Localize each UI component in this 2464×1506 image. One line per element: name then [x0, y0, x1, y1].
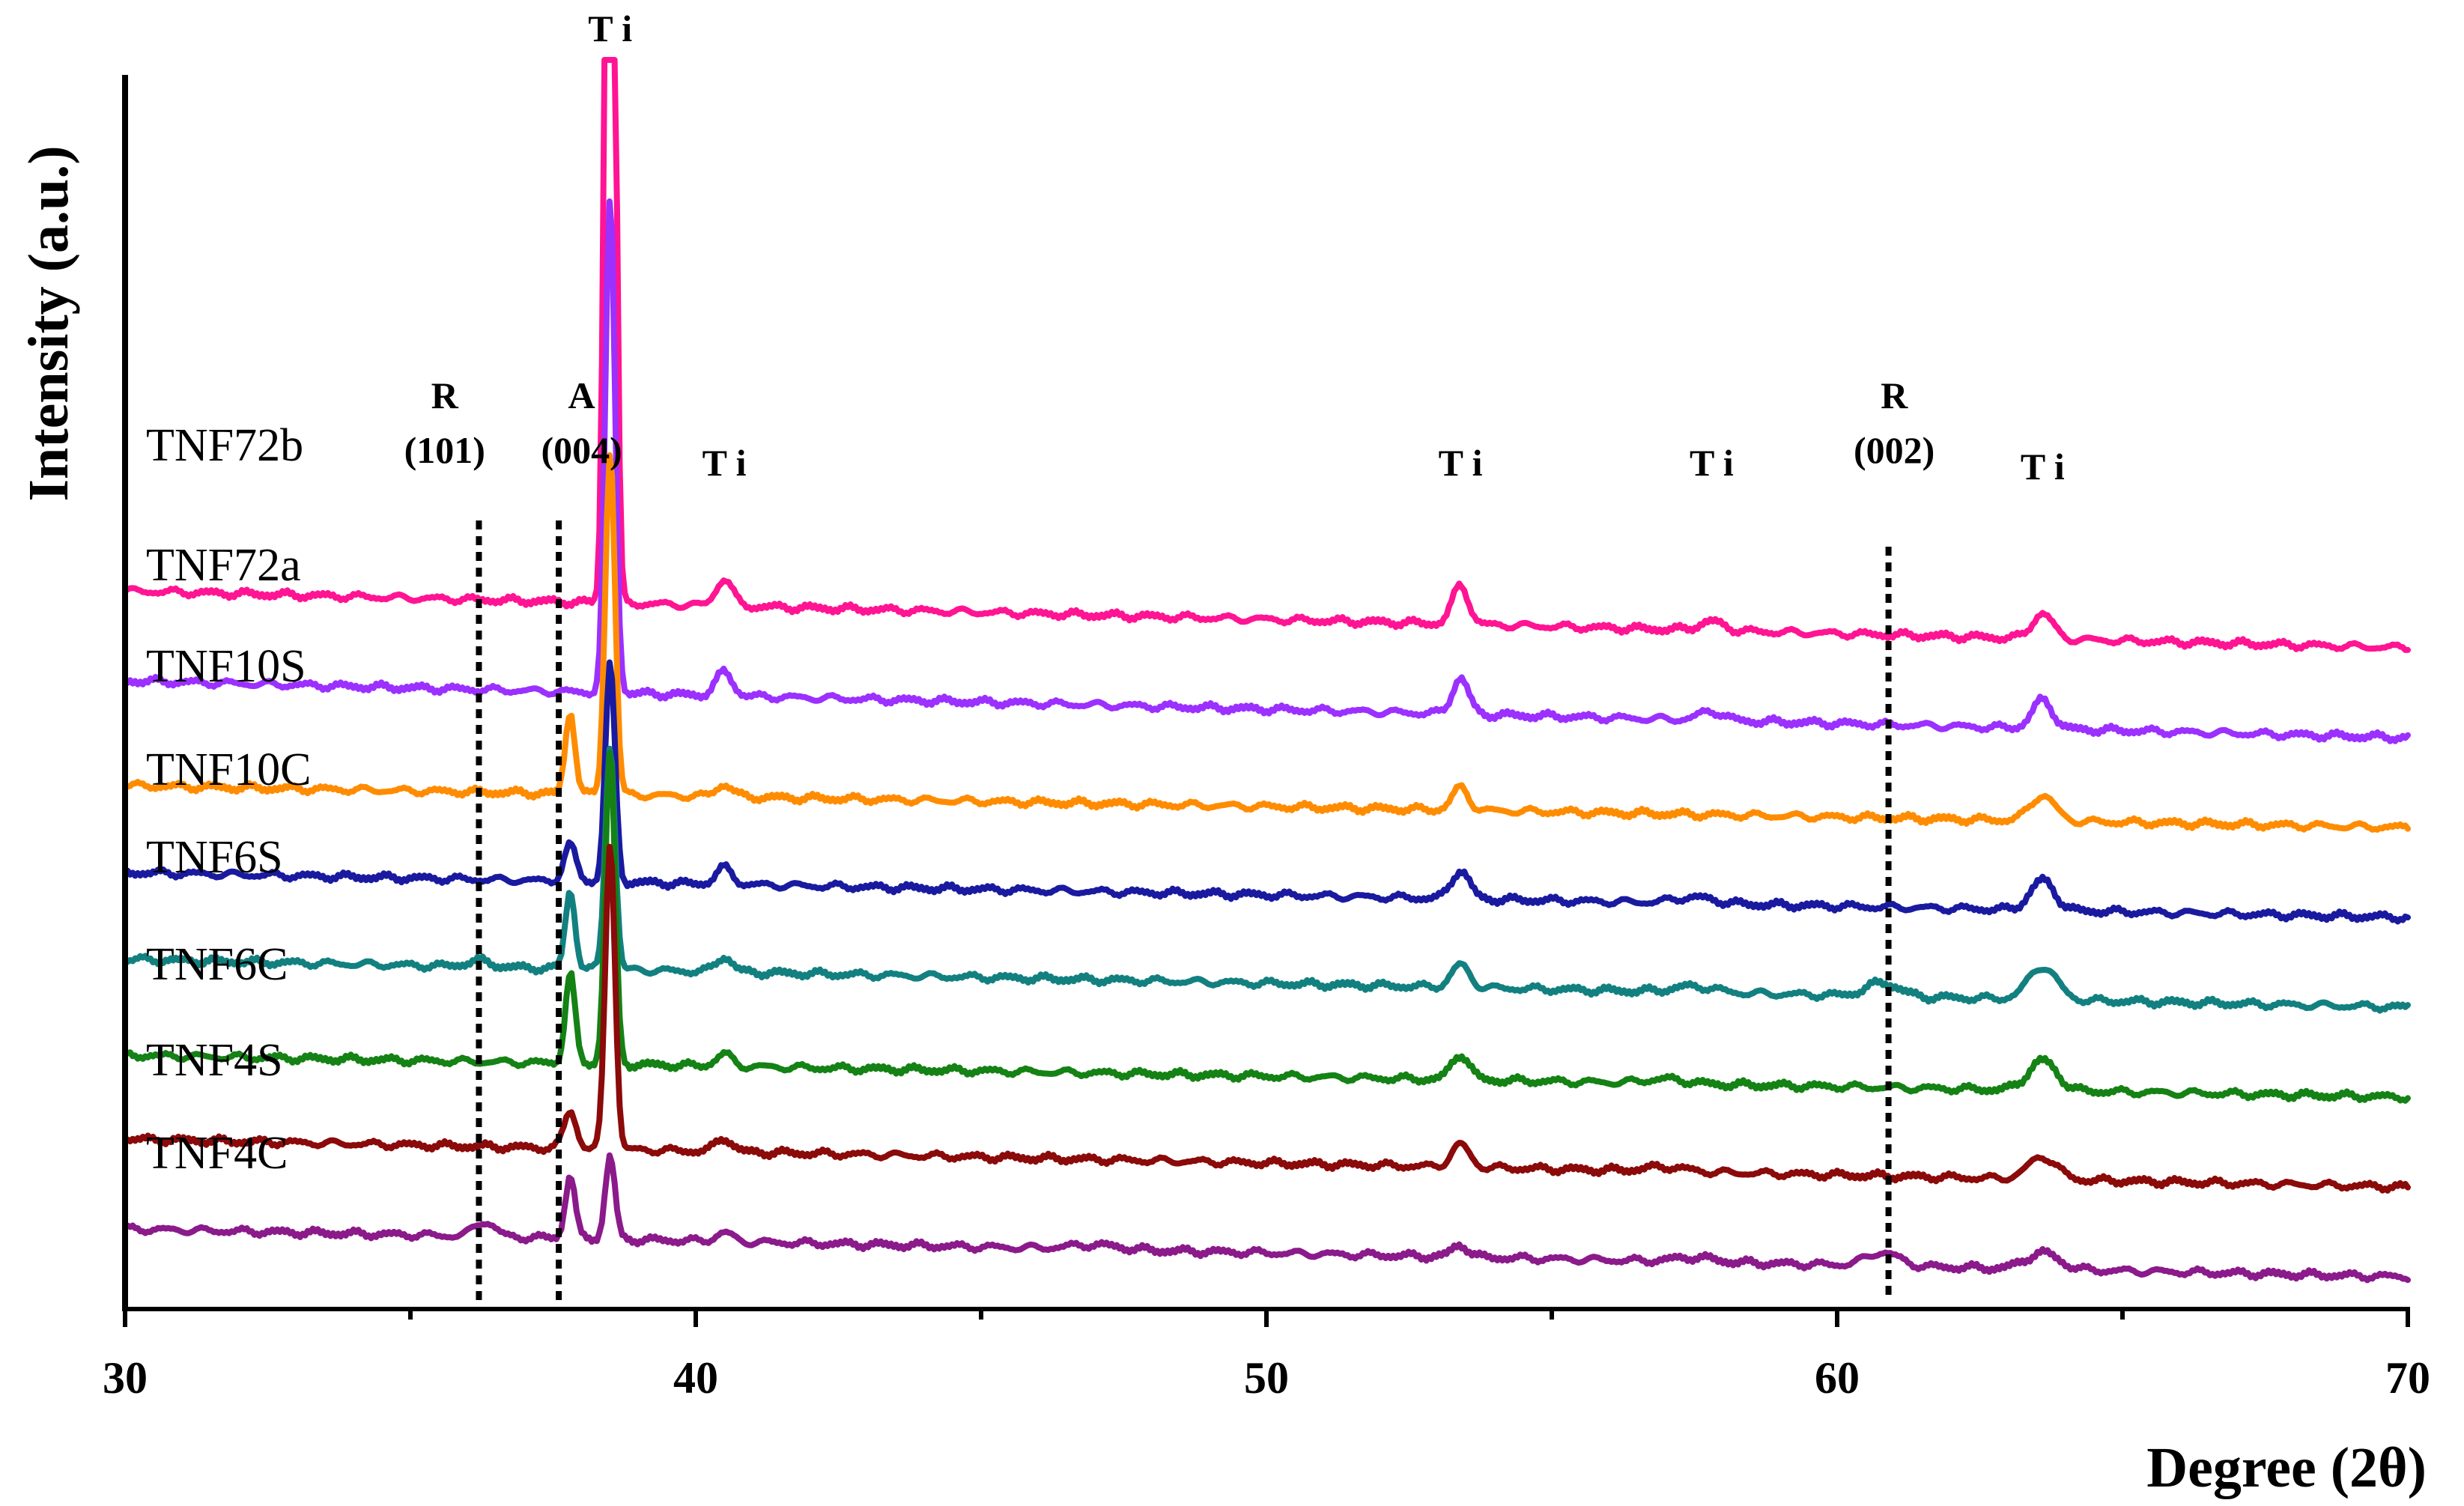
- series-label-TNF4S: TNF4S: [146, 1035, 283, 1086]
- x-tick-label-50: 50: [1244, 1353, 1289, 1403]
- reference-label-plane-2: (002): [1854, 429, 1935, 471]
- series-line-TNF6C: [122, 750, 2411, 1104]
- series-line-TNF72b: [122, 57, 2411, 653]
- series-label-TNF10S: TNF10S: [146, 641, 306, 692]
- peak-annotation-4: T i: [2021, 446, 2065, 488]
- series-label-TNF72a: TNF72a: [146, 540, 301, 591]
- labels-group: Intensity (a.u.) Degree (2θ): [17, 145, 2427, 1499]
- y-axis-title: Intensity (a.u.): [17, 145, 80, 501]
- series-label-TNF6S: TNF6S: [146, 832, 283, 883]
- series-line-TNF72a: [122, 198, 2411, 744]
- series-label-TNF10C: TNF10C: [146, 744, 311, 795]
- peak-annotation-3: T i: [1690, 442, 1734, 484]
- reference-label-plane-0: (101): [404, 429, 485, 471]
- series-line-TNF10C: [122, 659, 2411, 925]
- peak-annotation-0: T i: [588, 7, 632, 49]
- series-label-TNF6C: TNF6C: [146, 939, 288, 990]
- x-axis-title: Degree (2θ): [2146, 1436, 2427, 1499]
- series-line-TNF4C: [122, 1152, 2411, 1284]
- x-tick-label-40: 40: [673, 1353, 718, 1403]
- x-tick-label-60: 60: [1815, 1353, 1860, 1403]
- reference-label-phase-2: R: [1881, 374, 1908, 416]
- reference-label-phase-0: R: [431, 374, 459, 416]
- series-line-TNF4S: [122, 843, 2411, 1194]
- x-tick-label-70: 70: [2385, 1353, 2430, 1403]
- traces-group: TNF72b TNF72a TNF10S TNF10C TNF6S TNF6C TNF4S T…: [122, 57, 2411, 1284]
- series-line-TNF6S: [122, 745, 2411, 1014]
- reference-label-plane-1: (004): [541, 429, 622, 471]
- reference-label-phase-1: A: [568, 374, 595, 416]
- series-label-TNF72b: TNF72b: [146, 420, 303, 471]
- reference-lines-group: [476, 520, 1892, 1303]
- x-tick-label-30: 30: [103, 1353, 148, 1403]
- peak-annotation-1: T i: [703, 442, 747, 484]
- annotations-group: R (101) A (004) R (002) T i T i T i T i T i: [404, 7, 2065, 488]
- peak-annotation-2: T i: [1439, 442, 1483, 484]
- series-line-TNF10S: [122, 452, 2411, 833]
- ticks-group: 30 40 50 60 70: [103, 1309, 2430, 1403]
- series-label-TNF4C: TNF4C: [146, 1128, 288, 1179]
